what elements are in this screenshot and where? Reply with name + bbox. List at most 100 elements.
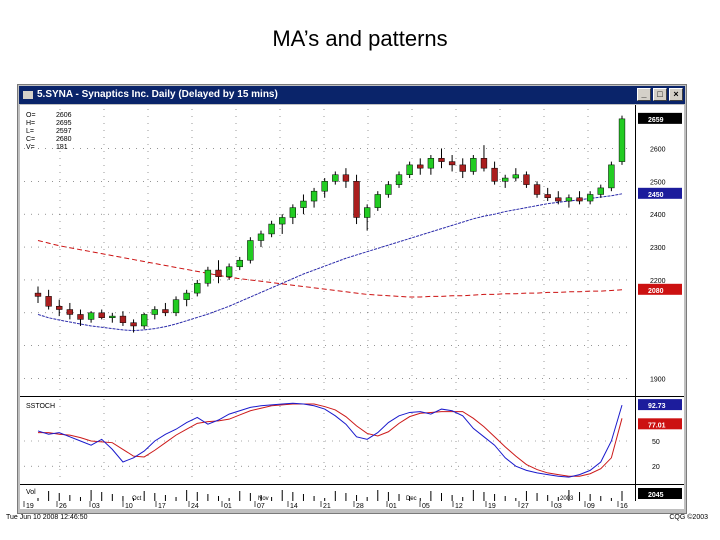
stoch-k-value-tag <box>638 399 682 411</box>
candle-body <box>194 282 201 294</box>
candle-body <box>374 194 381 208</box>
candle-body <box>417 164 424 169</box>
date-tick-label: 17 <box>158 503 166 509</box>
month-label: 2003 <box>560 496 574 502</box>
candle-body <box>555 197 562 202</box>
price-tick-label: 2200 <box>650 278 666 285</box>
info-key: C= <box>26 136 35 143</box>
date-tick-label: 19 <box>488 503 496 509</box>
info-key: O= <box>26 112 36 119</box>
candle-body <box>172 299 180 314</box>
ma-red-value-tag <box>638 283 682 295</box>
info-key: V= <box>26 144 35 151</box>
candle-body <box>576 197 583 202</box>
maximize-icon: □ <box>657 89 663 99</box>
stoch-tick-label: 50 <box>652 439 660 446</box>
stoch-d-value: 77.01 <box>648 422 666 429</box>
price-tick-label: 2300 <box>650 245 666 252</box>
minimize-button[interactable]: _ <box>637 88 651 101</box>
month-label: Oct <box>132 496 142 502</box>
volume-value-tag <box>638 488 682 499</box>
month-label: Dec <box>406 496 417 502</box>
info-key: L= <box>26 128 34 135</box>
candle-body <box>565 197 573 202</box>
ma-red-value: 2080 <box>648 288 664 295</box>
candle-body <box>247 240 254 261</box>
stoch-label: SSTOCH <box>26 403 55 410</box>
date-tick-label: 07 <box>257 503 265 509</box>
candle-body <box>236 259 243 268</box>
candle-body <box>586 194 594 202</box>
candle-body <box>225 266 233 277</box>
candle-body <box>77 314 84 320</box>
date-tick-label: 01 <box>389 503 397 509</box>
candle-body <box>109 315 116 318</box>
date-tick-label: 26 <box>59 503 67 509</box>
date-tick-label: 27 <box>521 503 529 509</box>
candle-body <box>34 292 42 297</box>
chart-background <box>20 105 684 509</box>
close-button[interactable]: × <box>669 88 683 101</box>
app-icon <box>23 91 33 99</box>
footer-timestamp: Tue Jun 10 2008 12:46:50 <box>6 514 88 521</box>
candle-body <box>618 118 626 162</box>
candle-body <box>98 312 105 318</box>
candle-body <box>151 309 158 315</box>
candle-body <box>342 174 350 182</box>
date-tick-label: 16 <box>620 503 628 509</box>
chart-window: 5.SYNA - Synaptics Inc. Daily (Delayed b… <box>17 84 687 514</box>
moving-average-red <box>37 240 623 298</box>
candle-body <box>119 315 127 323</box>
candle-body <box>459 164 466 172</box>
candle-body <box>45 296 52 307</box>
info-value: 2680 <box>56 136 72 143</box>
candle-body <box>470 158 477 172</box>
date-tick-label: 21 <box>323 503 331 509</box>
candle-body <box>395 174 403 185</box>
minimize-icon: _ <box>641 89 647 99</box>
volume-value: 2045 <box>648 492 664 499</box>
window-titlebar[interactable]: 5.SYNA - Synaptics Inc. Daily (Delayed b… <box>19 86 685 104</box>
price-tick-label: 2400 <box>650 212 666 219</box>
date-tick-label: 14 <box>290 503 298 509</box>
candle-body <box>427 158 435 169</box>
candle-body <box>353 181 360 218</box>
date-tick-label: 28 <box>356 503 364 509</box>
candle-body <box>512 174 519 179</box>
last-price-label-tag <box>638 112 682 124</box>
candle-body <box>289 207 297 218</box>
window-title: 5.SYNA - Synaptics Inc. Daily (Delayed b… <box>37 89 278 100</box>
slide-title: MA’s and patterns <box>272 26 448 51</box>
price-tick-label: 2600 <box>650 146 666 153</box>
chart-svg: SSTOCH Vol O= 2606 H= 2695 L= 2597 C= 2680 V= 181 26… <box>20 105 684 510</box>
last-price-label: 2659 <box>648 117 664 124</box>
stoch-d-value-tag <box>638 418 682 430</box>
stoch-k-value: 92.73 <box>648 403 666 410</box>
candle-body <box>215 269 222 277</box>
date-axis-background <box>20 501 684 509</box>
candle-body <box>87 312 95 320</box>
price-tick-label: 2500 <box>650 179 666 186</box>
candle-body <box>491 167 498 182</box>
close-icon: × <box>673 89 679 99</box>
candle-body <box>385 184 392 195</box>
month-label: Nov <box>258 496 269 502</box>
stoch-tick-label: 20 <box>652 464 660 471</box>
date-tick-label: 24 <box>191 503 199 509</box>
chart-area[interactable]: SSTOCH Vol O= 2606 H= 2695 L= 2597 C= 2680 V= 181 26… <box>20 105 684 510</box>
candle-body <box>406 164 413 175</box>
candle-body <box>608 164 615 189</box>
candle-body <box>204 269 212 284</box>
candle-body <box>300 200 307 208</box>
candle-body <box>523 174 530 185</box>
info-key: H= <box>26 120 35 127</box>
stoch-k-line <box>37 402 623 478</box>
maximize-button[interactable]: □ <box>653 88 667 101</box>
candle-body <box>257 233 265 241</box>
date-tick-label: 09 <box>587 503 595 509</box>
candle-body <box>183 292 190 300</box>
candle-body <box>363 207 371 218</box>
date-tick-label: 10 <box>125 503 133 509</box>
candle-body <box>162 309 169 314</box>
date-tick-label: 12 <box>455 503 463 509</box>
